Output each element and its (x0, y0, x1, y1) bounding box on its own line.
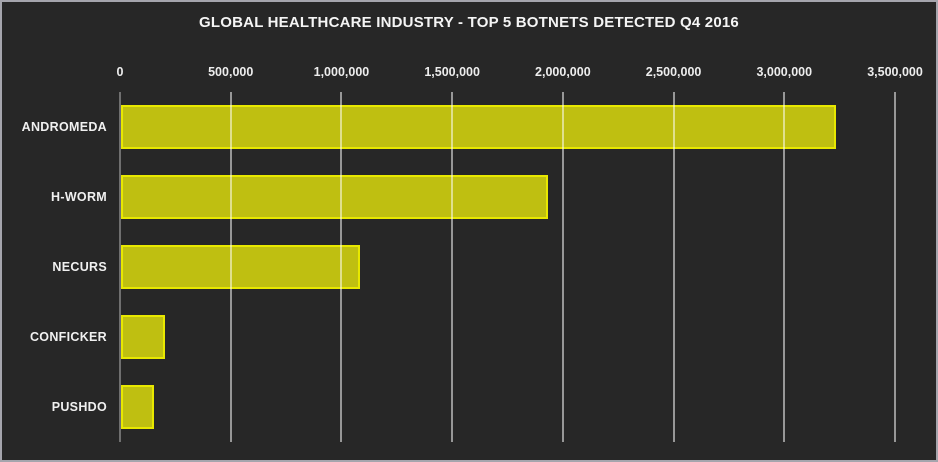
category-label: NECURS (52, 260, 107, 274)
x-tick-label: 2,000,000 (535, 65, 591, 79)
gridline (672, 92, 675, 442)
x-tick-label: 0 (116, 65, 124, 79)
bar-pushdo[interactable] (121, 385, 155, 429)
y-axis: ANDROMEDA H-WORM NECURS CONFICKER PUSHDO (2, 92, 107, 442)
bar-h-worm[interactable] (121, 175, 549, 219)
x-tick-label: 2,500,000 (645, 65, 702, 79)
gridline (340, 92, 343, 442)
x-tick-label: 1,000,000 (313, 65, 370, 79)
x-tick-label: 1,500,000 (424, 65, 480, 79)
gridline (229, 92, 232, 442)
bar-conficker[interactable] (121, 315, 166, 359)
gridline (451, 92, 454, 442)
bar-row (120, 302, 895, 372)
gridline (783, 92, 786, 442)
plot-area (119, 92, 896, 442)
chart-title: GLOBAL HEALTHCARE INDUSTRY - TOP 5 BOTNE… (199, 14, 739, 31)
x-tick-label: 500,000 (208, 65, 254, 79)
category-label: PUSHDO (51, 400, 107, 414)
bar-necurs[interactable] (121, 245, 361, 289)
x-tick-label: 3,500,000 (867, 65, 923, 79)
bar-andromeda[interactable] (121, 105, 837, 149)
x-axis: 0 500,000 1,000,000 1,500,000 2,000,000 2,500… (2, 2, 936, 92)
bar-row (120, 92, 895, 162)
category-label: ANDROMEDA (21, 120, 107, 134)
gridline (561, 92, 564, 442)
category-label: H-WORM (51, 190, 107, 204)
category-label: CONFICKER (29, 330, 107, 344)
bar-row (120, 232, 895, 302)
bar-row (120, 162, 895, 232)
y-axis-line (119, 92, 121, 442)
bar-row (120, 372, 895, 442)
gridline (894, 92, 896, 442)
x-tick-label: 3,000,000 (756, 65, 813, 79)
